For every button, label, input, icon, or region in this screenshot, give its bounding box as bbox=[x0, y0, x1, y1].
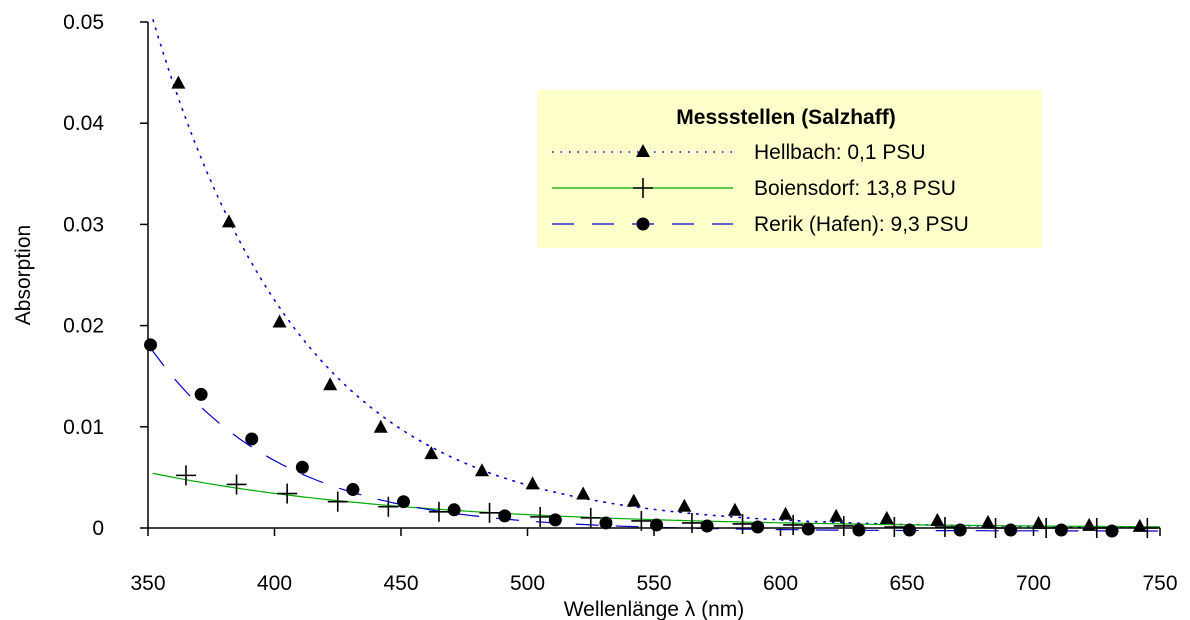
circle-marker bbox=[636, 217, 650, 231]
data-point-circle bbox=[801, 522, 815, 536]
data-point-plus bbox=[783, 514, 804, 535]
x-tick-label: 750 bbox=[1142, 572, 1177, 595]
data-point-plus bbox=[277, 483, 298, 504]
data-point-circle bbox=[700, 519, 714, 533]
data-point-triangle bbox=[879, 510, 894, 524]
x-tick-label: 450 bbox=[383, 572, 418, 595]
data-point-plus bbox=[428, 501, 449, 522]
data-point-triangle bbox=[525, 476, 540, 490]
x-tick-label: 500 bbox=[510, 572, 545, 595]
series-line-0 bbox=[152, 19, 1161, 529]
data-point-circle bbox=[599, 516, 613, 530]
x-tick-label: 350 bbox=[130, 572, 165, 595]
series-line-2 bbox=[149, 347, 1159, 532]
y-tick-label: 0.05 bbox=[63, 11, 104, 34]
legend: Messstellen (Salzhaff) Hellbach: 0,1 PSU… bbox=[537, 90, 1042, 248]
x-tick-label: 550 bbox=[636, 572, 671, 595]
y-tick-label: 0.01 bbox=[63, 416, 104, 439]
y-tick-label: 0.03 bbox=[63, 213, 104, 236]
legend-entry: Hellbach: 0,1 PSU bbox=[552, 141, 926, 164]
data-point-triangle bbox=[829, 508, 844, 522]
y-tick-label: 0.02 bbox=[63, 315, 104, 338]
data-point-plus bbox=[479, 502, 500, 523]
data-point-circle bbox=[295, 460, 309, 474]
data-point-circle bbox=[1054, 523, 1068, 537]
x-tick-label: 600 bbox=[763, 572, 798, 595]
data-point-triangle bbox=[727, 502, 742, 516]
legend-label: Rerik (Hafen): 9,3 PSU bbox=[754, 213, 969, 236]
legend-entry: Boiensdorf: 13,8 PSU bbox=[552, 177, 956, 200]
data-point-circle bbox=[1105, 524, 1119, 538]
data-point-circle bbox=[903, 523, 917, 537]
data-point-plus bbox=[378, 496, 399, 517]
data-point-circle bbox=[953, 523, 967, 537]
data-point-circle bbox=[447, 503, 461, 517]
ticks: 350 400 450 500 550 600 650 700 750 0 0.01 0.02 0.03… bbox=[63, 11, 1177, 595]
data-point-plus bbox=[884, 516, 905, 537]
data-point-plus bbox=[732, 513, 753, 534]
data-point-triangle bbox=[1031, 515, 1046, 529]
plus-marker bbox=[633, 178, 653, 198]
data-point-plus bbox=[175, 465, 196, 486]
y-axis-title: Absorption bbox=[12, 225, 35, 325]
x-tick-label: 700 bbox=[1016, 572, 1051, 595]
data-point-triangle bbox=[626, 493, 641, 507]
data-point-circle bbox=[650, 518, 664, 532]
y-tick-label: 0.04 bbox=[63, 112, 104, 135]
x-axis-title: Wellenlänge λ (nm) bbox=[564, 598, 745, 620]
data-point-triangle bbox=[930, 512, 945, 526]
data-point-triangle bbox=[778, 506, 793, 520]
x-tick-label: 400 bbox=[257, 572, 292, 595]
data-point-triangle bbox=[576, 486, 591, 500]
data-point-plus bbox=[327, 491, 348, 512]
data-point-circle bbox=[852, 523, 866, 537]
legend-entry: Rerik (Hafen): 9,3 PSU bbox=[552, 213, 969, 236]
data-point-circle bbox=[498, 509, 512, 523]
data-point-circle bbox=[346, 483, 360, 497]
data-point-triangle bbox=[1132, 518, 1147, 532]
data-point-triangle bbox=[323, 377, 338, 391]
legend-entries: Hellbach: 0,1 PSU Boiensdorf: 13,8 PSU Rer… bbox=[552, 141, 969, 236]
data-point-circle bbox=[144, 338, 158, 352]
data-point-triangle bbox=[424, 446, 439, 460]
data-point-circle bbox=[194, 387, 208, 401]
data-point-triangle bbox=[474, 463, 489, 477]
data-point-circle bbox=[548, 513, 562, 527]
data-point-triangle bbox=[272, 314, 287, 328]
x-tick-label: 650 bbox=[889, 572, 924, 595]
triangle-marker bbox=[636, 143, 650, 157]
data-point-triangle bbox=[221, 214, 236, 228]
data-point-circle bbox=[1004, 523, 1018, 537]
legend-title: Messstellen (Salzhaff) bbox=[676, 106, 895, 129]
data-point-triangle bbox=[980, 514, 995, 528]
data-point-plus bbox=[226, 474, 247, 495]
data-point-plus bbox=[934, 516, 955, 537]
legend-box bbox=[537, 90, 1042, 248]
data-point-triangle bbox=[677, 498, 692, 512]
data-point-plus bbox=[833, 515, 854, 536]
legend-label: Hellbach: 0,1 PSU bbox=[754, 141, 926, 164]
legend-label: Boiensdorf: 13,8 PSU bbox=[754, 177, 956, 200]
data-point-circle bbox=[245, 432, 259, 446]
data-point-triangle bbox=[171, 75, 186, 89]
data-point-circle bbox=[751, 520, 765, 534]
y-tick-label: 0 bbox=[92, 517, 104, 540]
data-point-triangle bbox=[373, 419, 388, 433]
data-point-plus bbox=[530, 506, 551, 527]
data-point-triangle bbox=[1082, 517, 1097, 531]
data-point-plus bbox=[681, 512, 702, 533]
data-point-circle bbox=[397, 495, 411, 509]
data-point-plus bbox=[580, 507, 601, 528]
